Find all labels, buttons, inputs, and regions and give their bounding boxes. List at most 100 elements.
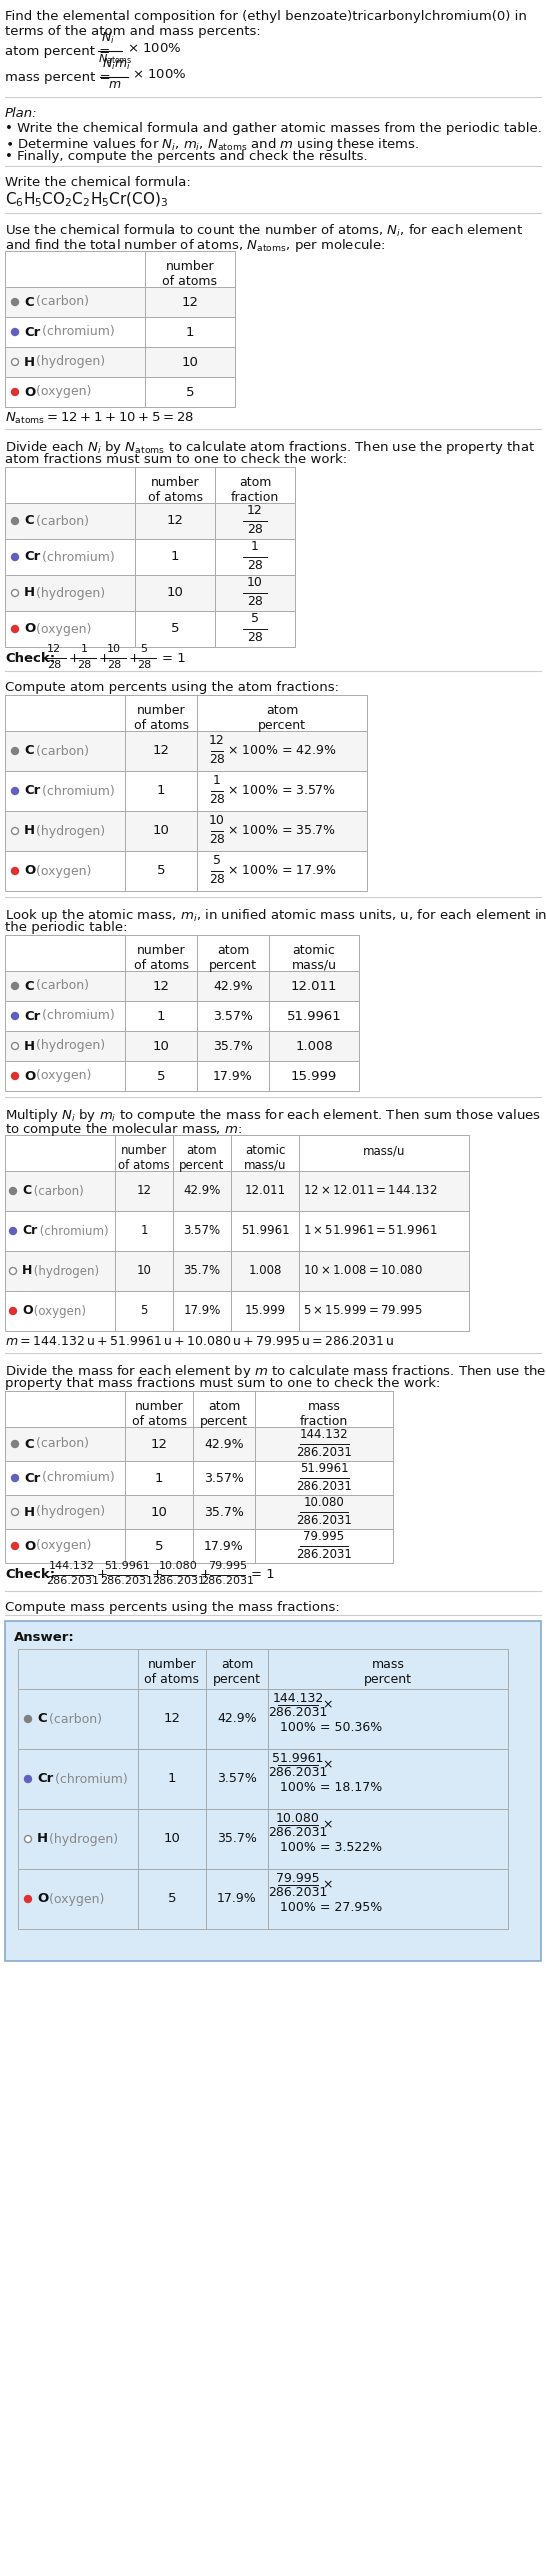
Bar [5, 504, 135, 540]
Text: (carbon): (carbon) [32, 1438, 89, 1451]
Text: property that mass fractions must sum to one to check the work:: property that mass fractions must sum to… [5, 1376, 441, 1389]
Bar [231, 1134, 299, 1170]
Text: $m$: $m$ [108, 77, 121, 90]
Text: number
of atoms: number of atoms [145, 1659, 199, 1687]
Text: +: + [129, 651, 140, 664]
Text: (carbon): (carbon) [45, 1713, 102, 1726]
Text: O: O [22, 1304, 33, 1317]
Text: 5: 5 [155, 1541, 163, 1553]
Text: C: C [24, 514, 34, 527]
Text: number
of atoms: number of atoms [132, 1399, 187, 1427]
Text: • Write the chemical formula and gather atomic masses from the periodic table.: • Write the chemical formula and gather … [5, 121, 542, 134]
Circle shape [11, 517, 19, 525]
Bar [115, 1211, 173, 1250]
Text: atom percent =: atom percent = [5, 44, 115, 57]
Text: Divide the mass for each element by $m$ to calculate mass fractions. Then use th: Divide the mass for each element by $m$ … [5, 1363, 546, 1381]
Text: 12: 12 [247, 504, 263, 517]
Text: 5: 5 [157, 864, 165, 877]
Text: 5: 5 [157, 1070, 165, 1083]
Circle shape [25, 1775, 32, 1782]
Bar [5, 612, 135, 648]
Text: Plan:: Plan: [5, 108, 38, 121]
Text: O: O [24, 864, 35, 877]
Text: 35.7%: 35.7% [217, 1831, 257, 1847]
Text: 5: 5 [168, 1893, 176, 1906]
Bar [231, 1291, 299, 1330]
Text: H: H [24, 1039, 35, 1052]
Bar [5, 1620, 541, 1960]
Text: = 1: = 1 [162, 651, 186, 664]
Text: 100% = 18.17%: 100% = 18.17% [280, 1780, 382, 1795]
Text: (hydrogen): (hydrogen) [32, 586, 105, 599]
Bar [231, 1211, 299, 1250]
Text: 1.008: 1.008 [248, 1265, 282, 1278]
Text: Cr: Cr [24, 1471, 40, 1484]
Bar [115, 1134, 173, 1170]
Bar [5, 252, 145, 288]
Bar [135, 468, 215, 504]
Bar [145, 378, 235, 406]
Text: 100% = 50.36%: 100% = 50.36% [280, 1721, 382, 1734]
Text: O: O [24, 1070, 35, 1083]
Text: 10.080: 10.080 [276, 1813, 320, 1826]
Text: $12 \times 12.011 = 144.132$: $12 \times 12.011 = 144.132$ [303, 1186, 437, 1199]
Text: 286.2031: 286.2031 [46, 1577, 99, 1587]
Text: $N_{\mathrm{atoms}} = 12 + 1 + 10 + 5 = 28$: $N_{\mathrm{atoms}} = 12 + 1 + 10 + 5 = … [5, 412, 194, 427]
Text: +: + [99, 651, 110, 664]
Bar [145, 347, 235, 378]
Text: $5 \times 15.999 = 79.995$: $5 \times 15.999 = 79.995$ [303, 1304, 423, 1317]
Text: 286.2031: 286.2031 [268, 1826, 328, 1839]
Bar [18, 1808, 138, 1870]
Text: C: C [24, 296, 34, 309]
Bar [269, 1062, 359, 1091]
Bar [145, 252, 235, 288]
Bar [193, 1427, 255, 1461]
Circle shape [11, 787, 19, 795]
Text: atom
fraction: atom fraction [231, 476, 279, 504]
Bar [5, 316, 145, 347]
Bar [125, 694, 197, 730]
Bar [5, 1494, 125, 1528]
Text: 35.7%: 35.7% [204, 1505, 244, 1517]
Bar [125, 1427, 193, 1461]
Circle shape [25, 1716, 32, 1723]
Text: 1: 1 [186, 327, 194, 340]
Bar [135, 504, 215, 540]
Bar [138, 1649, 206, 1690]
Text: 17.9%: 17.9% [213, 1070, 253, 1083]
Text: (chromium): (chromium) [38, 327, 115, 340]
Text: 42.9%: 42.9% [204, 1438, 244, 1451]
Text: 1.008: 1.008 [295, 1039, 333, 1052]
Text: atom fractions must sum to one to check the work:: atom fractions must sum to one to check … [5, 453, 347, 466]
Bar [173, 1250, 231, 1291]
Bar [206, 1870, 268, 1929]
Bar [193, 1461, 255, 1494]
Bar [5, 694, 125, 730]
Bar [268, 1749, 508, 1808]
Bar [173, 1170, 231, 1211]
Text: Cr: Cr [24, 327, 40, 340]
Text: C: C [24, 1438, 34, 1451]
Bar [5, 936, 125, 972]
Text: C: C [22, 1186, 31, 1199]
Bar [138, 1870, 206, 1929]
Text: 1: 1 [157, 1008, 165, 1024]
Text: Multiply $N_i$ by $m_i$ to compute the mass for each element. Then sum those val: Multiply $N_i$ by $m_i$ to compute the m… [5, 1106, 541, 1124]
Text: 1: 1 [155, 1471, 163, 1484]
Bar [5, 810, 125, 851]
Text: O: O [24, 1541, 35, 1553]
Text: 17.9%: 17.9% [217, 1893, 257, 1906]
Text: 10: 10 [107, 643, 121, 653]
Bar [215, 576, 295, 612]
Text: 79.995: 79.995 [208, 1561, 247, 1571]
Text: 28: 28 [247, 522, 263, 535]
Text: 3.57%: 3.57% [217, 1772, 257, 1785]
Text: (oxygen): (oxygen) [32, 386, 91, 399]
Text: terms of the atom and mass percents:: terms of the atom and mass percents: [5, 26, 261, 39]
Bar [255, 1427, 393, 1461]
Text: 28: 28 [107, 661, 121, 669]
Text: $N_i$: $N_i$ [101, 31, 115, 46]
Text: 51.9961: 51.9961 [104, 1561, 150, 1571]
Bar [125, 972, 197, 1001]
Text: +: + [97, 1569, 108, 1582]
